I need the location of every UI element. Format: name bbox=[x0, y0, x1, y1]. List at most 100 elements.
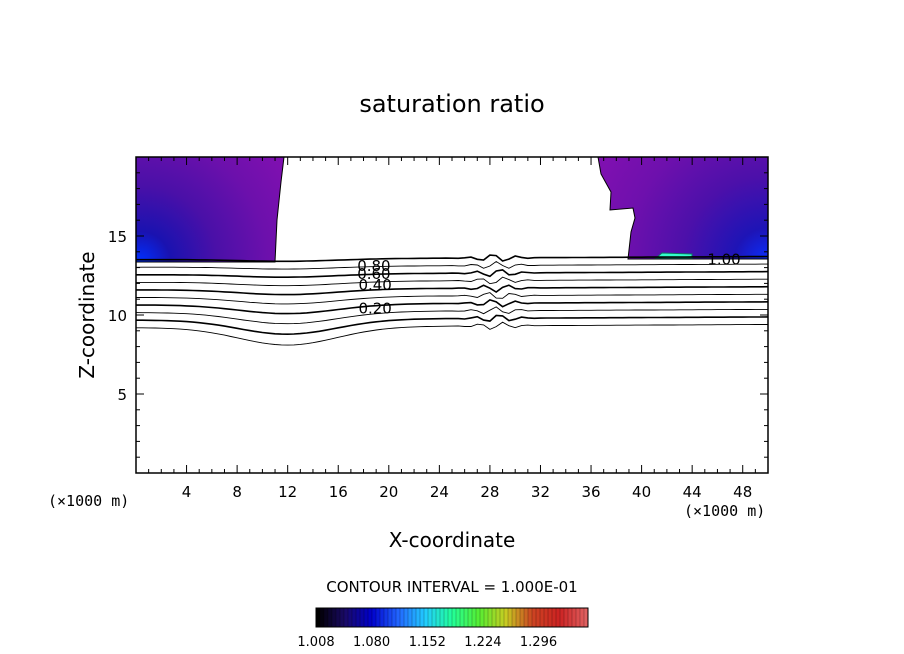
contour-label: 0.60 bbox=[357, 265, 390, 283]
colorbar-strip bbox=[524, 608, 529, 627]
x-tick-label: 44 bbox=[683, 483, 702, 501]
colorbar-strip bbox=[320, 608, 325, 627]
contour-line bbox=[136, 260, 768, 270]
colorbar-strip bbox=[484, 608, 489, 627]
colorbar-tick-label: 1.008 bbox=[297, 635, 334, 650]
colorbar-strip bbox=[416, 608, 421, 627]
colorbar-strip bbox=[496, 608, 501, 627]
colorbar-tick-label: 1.080 bbox=[353, 635, 390, 650]
colorbar-strip bbox=[464, 608, 469, 627]
colorbar-strip bbox=[540, 608, 545, 627]
x-tick-label: 20 bbox=[379, 483, 398, 501]
colorbar-strip bbox=[460, 608, 465, 627]
supersaturation-region-left bbox=[136, 157, 285, 263]
contour-line bbox=[136, 254, 768, 263]
x-tick-label: 28 bbox=[480, 483, 499, 501]
colorbar-strip bbox=[384, 608, 389, 627]
colorbar-strip bbox=[564, 608, 569, 627]
colorbar-strip bbox=[560, 608, 565, 627]
colorbar-strip bbox=[516, 608, 521, 627]
colorbar-strip bbox=[424, 608, 429, 627]
colorbar-strip bbox=[376, 608, 381, 627]
colorbar-strip bbox=[380, 608, 385, 627]
colorbar-strip bbox=[508, 608, 513, 627]
colorbar-strip bbox=[584, 608, 589, 627]
x-tick-label: 24 bbox=[430, 483, 449, 501]
x-tick-labels: 4 8 12 16 20 24 28 32 36 40 44 48 bbox=[182, 483, 752, 501]
contour-lines bbox=[136, 254, 768, 346]
contour-line bbox=[136, 284, 768, 296]
x-tick-label: 12 bbox=[278, 483, 297, 501]
colorbar-strip bbox=[448, 608, 453, 627]
colorbar-strip bbox=[348, 608, 353, 627]
contour-label: 1.00 bbox=[707, 251, 740, 269]
colorbar-strip bbox=[468, 608, 473, 627]
colorbar-tick-label: 1.152 bbox=[409, 635, 446, 650]
colorbar-strip bbox=[456, 608, 461, 627]
colorbar-strip bbox=[512, 608, 517, 627]
colorbar-strip bbox=[368, 608, 373, 627]
supersaturation-region-right bbox=[597, 157, 768, 260]
colorbar-strip bbox=[436, 608, 441, 627]
colorbar-strip bbox=[404, 608, 409, 627]
x-tick-label: 4 bbox=[182, 483, 192, 501]
y-axis-label: Z-coordinate bbox=[75, 251, 99, 378]
colorbar-strip bbox=[580, 608, 585, 627]
colorbar-strip bbox=[536, 608, 541, 627]
colorbar-strip bbox=[492, 608, 497, 627]
x-unit-left: (×1000 m) bbox=[48, 492, 129, 510]
colorbar-strip bbox=[572, 608, 577, 627]
colorbar-strip bbox=[444, 608, 449, 627]
colorbar-strip bbox=[408, 608, 413, 627]
colorbar-strip bbox=[400, 608, 405, 627]
colorbar-strip bbox=[420, 608, 425, 627]
axis-ticks bbox=[136, 157, 768, 473]
colorbar-strip bbox=[352, 608, 357, 627]
y-tick-label: 5 bbox=[117, 386, 127, 404]
colorbar-strip bbox=[476, 608, 481, 627]
x-tick-label: 36 bbox=[581, 483, 600, 501]
colorbar-strip bbox=[544, 608, 549, 627]
colorbar-strip bbox=[428, 608, 433, 627]
contour-label: 0.40 bbox=[358, 276, 391, 294]
x-tick-label: 32 bbox=[531, 483, 550, 501]
colorbar-strip bbox=[552, 608, 557, 627]
colorbar-strip bbox=[316, 608, 321, 627]
colorbar bbox=[315, 607, 589, 628]
colorbar-strip bbox=[520, 608, 525, 627]
colorbar-strip bbox=[532, 608, 537, 627]
colorbar-strip bbox=[568, 608, 573, 627]
colorbar-strip bbox=[332, 608, 337, 627]
colorbar-strip bbox=[324, 608, 329, 627]
colorbar-strip bbox=[480, 608, 485, 627]
x-tick-label: 48 bbox=[733, 483, 752, 501]
colorbar-strip bbox=[344, 608, 349, 627]
colorbar-strip bbox=[488, 608, 493, 627]
colorbar-strip bbox=[528, 608, 533, 627]
colorbar-strip bbox=[548, 608, 553, 627]
contour-line bbox=[136, 306, 768, 325]
colorbar-strip bbox=[452, 608, 457, 627]
colorbar-strip bbox=[392, 608, 397, 627]
contour-line bbox=[136, 269, 768, 279]
x-tick-label: 40 bbox=[632, 483, 651, 501]
colorbar-strip bbox=[576, 608, 581, 627]
colorbar-strip bbox=[372, 608, 377, 627]
colorbar-tick-label: 1.296 bbox=[520, 635, 557, 650]
colorbar-strip bbox=[340, 608, 345, 627]
colorbar-strip bbox=[412, 608, 417, 627]
contour-line bbox=[136, 292, 768, 305]
contour-line bbox=[136, 299, 768, 315]
contour-interval-text: CONTOUR INTERVAL = 1.000E-01 bbox=[326, 578, 577, 596]
contour-label: 0.20 bbox=[358, 300, 391, 318]
contour-label: 0.80 bbox=[357, 257, 390, 275]
colorbar-strip bbox=[500, 608, 505, 627]
colorbar-frame bbox=[315, 607, 589, 628]
x-tick-label: 16 bbox=[329, 483, 348, 501]
colorbar-strip bbox=[388, 608, 393, 627]
contour-line bbox=[136, 321, 768, 346]
contour-line bbox=[136, 276, 768, 287]
colorbar-strip bbox=[364, 608, 369, 627]
x-unit-right: (×1000 m) bbox=[684, 502, 765, 520]
colorbar-strip bbox=[432, 608, 437, 627]
